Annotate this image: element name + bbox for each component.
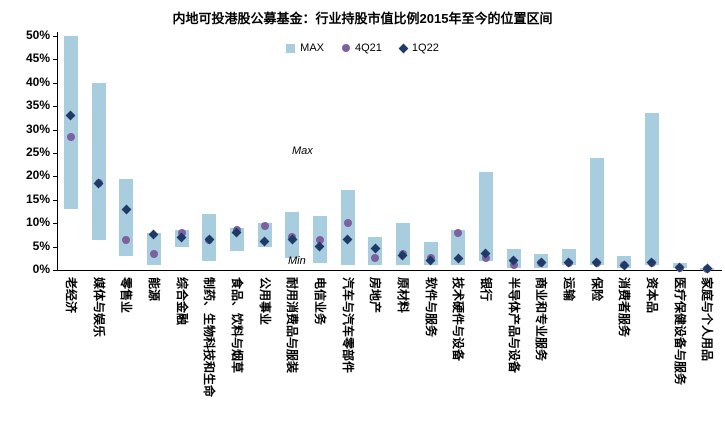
marker-4q21 [315, 235, 324, 244]
marker-4q21 [122, 235, 131, 244]
x-axis-label: 半导体产品与设备 [506, 277, 521, 374]
y-axis-tick-mark [53, 223, 57, 225]
range-bar [91, 82, 106, 240]
y-axis-tick-label: 40% [25, 74, 50, 89]
legend-item-4q21: 4Q21 [342, 42, 382, 54]
range-bar [340, 190, 355, 266]
x-axis-label: 电信业务 [312, 277, 327, 326]
y-axis-tick-mark [53, 82, 57, 84]
legend-item-max: MAX [286, 42, 324, 54]
x-axis-label: 医疗保健设备与服务 [672, 277, 687, 386]
x-axis-label: 耐用消费品与服装 [285, 277, 300, 374]
marker-4q21 [343, 219, 352, 228]
y-axis-tick-mark [53, 199, 57, 201]
chart-title: 内地可投港股公募基金：行业持股市值比例2015年至今的位置区间 [172, 11, 553, 26]
x-axis-label: 资本品 [644, 277, 659, 314]
y-axis-tick-mark [53, 59, 57, 61]
x-axis-label: 消费者服务 [617, 277, 632, 338]
y-axis-tick-mark [53, 153, 57, 154]
y-axis-tick-mark [53, 106, 57, 108]
y-axis-tick-mark [53, 246, 57, 248]
y-axis-tick-label: 5% [32, 238, 50, 253]
x-axis-label: 软件与服务 [423, 277, 438, 338]
x-axis-label: 保险 [589, 277, 604, 302]
x-axis-label: 媒体与娱乐 [91, 277, 106, 338]
y-axis-tick-label: 45% [25, 51, 50, 66]
x-axis-label: 家庭与个人用品 [700, 277, 715, 362]
y-axis-tick-label: 15% [25, 191, 50, 206]
range-bar [119, 178, 134, 256]
x-axis-label: 零售业 [119, 277, 134, 314]
x-axis-label: 能源 [146, 277, 161, 302]
x-axis-label: 老经济 [63, 277, 78, 314]
marker-4q21 [454, 228, 463, 237]
y-axis-line [57, 32, 58, 270]
x-axis-label: 综合金融 [174, 277, 189, 326]
legend-label-4q21: 4Q21 [355, 42, 382, 54]
range-bar [644, 113, 659, 266]
marker-4q21 [371, 254, 380, 263]
x-axis-label: 技术硬件与设备 [451, 277, 466, 362]
x-axis-label: 银行 [478, 277, 493, 302]
x-axis-label: 房地产 [368, 277, 383, 314]
x-axis-label: 公用事业 [257, 277, 272, 326]
x-axis-label: 制药、生物科技和生命 [202, 277, 217, 398]
marker-4q21 [66, 132, 75, 141]
y-axis-tick-label: 25% [25, 145, 50, 159]
y-axis-tick-mark [53, 36, 57, 37]
x-axis-label: 原材料 [395, 277, 410, 314]
legend-item-1q22: 1Q22 [398, 42, 439, 54]
marker-4q21 [481, 254, 490, 263]
range-bar [63, 36, 78, 210]
y-axis-tick-label: 10% [25, 215, 50, 230]
y-axis-tick-mark [53, 270, 57, 271]
max-bar-swatch-icon [286, 43, 296, 53]
y-axis-tick-label: 50% [25, 28, 50, 42]
annotation-max: Max [292, 145, 313, 157]
x-axis-line [57, 270, 722, 271]
y-axis-tick-mark [53, 176, 57, 178]
range-bar [589, 157, 604, 266]
y-axis-tick-label: 0% [32, 262, 50, 276]
x-axis-label: 食品、饮料与烟草 [229, 277, 244, 374]
legend-label-1q22: 1Q22 [411, 42, 439, 54]
marker-4q21 [260, 221, 269, 230]
x-axis-label: 商业和专业服务 [534, 277, 549, 362]
y-axis-tick-label: 20% [25, 168, 50, 183]
x-axis-label: 汽车与汽车零部件 [340, 277, 355, 374]
x-axis-label: 运输 [561, 277, 576, 302]
legend: MAX 4Q21 1Q22 [0, 42, 725, 54]
range-bar [146, 232, 161, 266]
annotation-min: Min [288, 255, 306, 267]
legend-label-max: MAX [300, 42, 324, 54]
range-bar [478, 171, 493, 261]
marker-4q21 [149, 249, 158, 258]
4q21-circle-swatch-icon [342, 44, 350, 52]
y-axis-tick-mark [53, 129, 57, 131]
y-axis-tick-label: 30% [25, 121, 50, 136]
y-axis-tick-label: 35% [25, 98, 50, 113]
